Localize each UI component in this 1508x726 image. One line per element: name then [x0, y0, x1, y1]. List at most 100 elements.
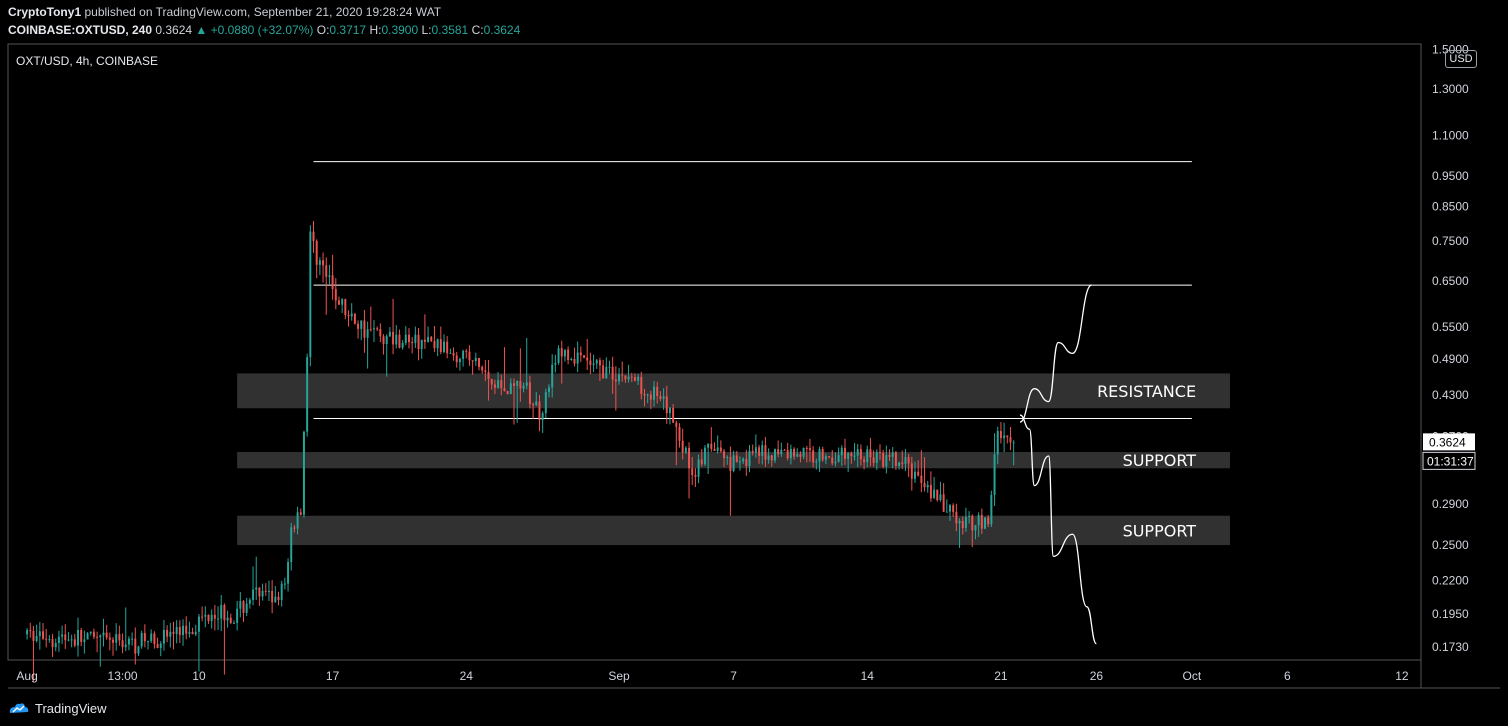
- candle-body: [67, 639, 70, 641]
- candle-body: [968, 515, 971, 517]
- candle-body: [563, 349, 566, 357]
- open-label: O:: [316, 23, 330, 37]
- candle-body: [783, 449, 786, 451]
- projection-path: [1019, 414, 1098, 645]
- candle-body: [703, 447, 706, 465]
- candle-body: [77, 630, 80, 646]
- candle-body: [395, 334, 398, 345]
- candle-body: [322, 260, 325, 266]
- price-tick-label: 0.5500: [1432, 320, 1469, 334]
- candle-body: [885, 455, 888, 467]
- candle-body: [236, 608, 239, 623]
- price-tick-label: 0.2500: [1432, 538, 1469, 552]
- plot-area[interactable]: [7, 43, 1422, 661]
- high-value: 0.3900: [381, 23, 419, 37]
- candle-body: [398, 334, 401, 348]
- candle-body: [61, 634, 64, 637]
- time-tick-label: 6: [1284, 669, 1291, 683]
- candle-body: [252, 589, 255, 600]
- candle-body: [388, 331, 391, 337]
- candle-body: [729, 456, 732, 472]
- price-tick-label: 0.7500: [1432, 234, 1469, 248]
- candle-body: [411, 342, 414, 344]
- candle-body: [818, 449, 821, 462]
- candle-body: [828, 456, 831, 458]
- candle-body: [525, 382, 528, 386]
- candle-body: [443, 341, 445, 352]
- candle-body: [933, 489, 936, 499]
- close-label: C:: [471, 23, 484, 37]
- candle-body: [964, 516, 967, 528]
- candle-body: [337, 300, 340, 305]
- candle-body: [990, 494, 993, 525]
- candle-body: [331, 275, 334, 290]
- candle-body: [182, 625, 185, 636]
- candle-body: [914, 471, 916, 479]
- currency-button[interactable]: USD: [1445, 50, 1477, 68]
- candle-body: [92, 631, 95, 637]
- candle-body: [274, 596, 277, 603]
- candle-body: [808, 448, 811, 451]
- candle-body: [780, 449, 783, 455]
- candle-body: [723, 451, 726, 459]
- candle-body: [863, 459, 866, 463]
- tradingview-footer[interactable]: TradingView: [8, 701, 107, 716]
- candle-body: [261, 590, 264, 597]
- candle-body: [452, 352, 455, 356]
- candle-body: [764, 445, 767, 460]
- candle-body: [560, 348, 563, 357]
- price-tick-label: 1.3000: [1432, 82, 1469, 96]
- time-tick-label: 24: [460, 669, 474, 683]
- candle-body: [710, 443, 713, 449]
- candle-body: [29, 630, 32, 632]
- candle-body: [751, 450, 754, 453]
- high-label: H:: [369, 23, 382, 37]
- candle-body: [831, 457, 834, 464]
- candle-body: [226, 617, 229, 621]
- candle-body: [789, 448, 792, 459]
- price-tick-label: 0.9500: [1432, 169, 1469, 183]
- candle-body: [73, 639, 76, 646]
- price-change: ▲ +0.0880 (+32.07%): [195, 23, 314, 37]
- candle-body: [366, 329, 369, 338]
- last-price-tag-label: 0.3624: [1429, 435, 1466, 449]
- candle-body: [296, 512, 299, 529]
- candle-body: [630, 376, 633, 378]
- candle-body: [99, 635, 102, 638]
- candle-body: [719, 447, 722, 452]
- candle-body: [837, 455, 840, 462]
- candle-body: [194, 631, 197, 635]
- price-tick-label: 0.2200: [1432, 573, 1469, 587]
- candle-body: [847, 453, 850, 459]
- price-tick-label: 0.1950: [1432, 607, 1469, 621]
- candle-body: [188, 632, 191, 634]
- candle-body: [598, 360, 601, 366]
- candle-body: [83, 639, 86, 642]
- candle-body: [363, 320, 366, 338]
- open-value: 0.3717: [329, 23, 367, 37]
- candle-body: [309, 231, 312, 358]
- candle-body: [605, 366, 608, 379]
- candle-body: [248, 599, 251, 604]
- candle-body: [945, 511, 948, 513]
- candle-body: [643, 394, 646, 396]
- candle-body: [245, 603, 248, 613]
- candle-body: [624, 375, 627, 380]
- candle-body: [153, 633, 156, 644]
- candle-body: [872, 457, 875, 463]
- time-tick-label: Sep: [608, 669, 630, 683]
- publisher-name[interactable]: CryptoTony1: [8, 5, 82, 19]
- candle-body: [54, 643, 57, 648]
- candle-body: [554, 362, 557, 365]
- candle-body: [678, 426, 681, 441]
- candle-body: [773, 449, 776, 461]
- zone-label-support: SUPPORT: [1123, 451, 1197, 470]
- candle-body: [210, 614, 213, 622]
- candle-body: [576, 352, 579, 364]
- candle-body: [108, 637, 111, 640]
- time-tick-label: 10: [192, 669, 206, 683]
- candle-body: [455, 355, 458, 363]
- candle-body: [513, 383, 515, 386]
- candle-body: [681, 440, 684, 453]
